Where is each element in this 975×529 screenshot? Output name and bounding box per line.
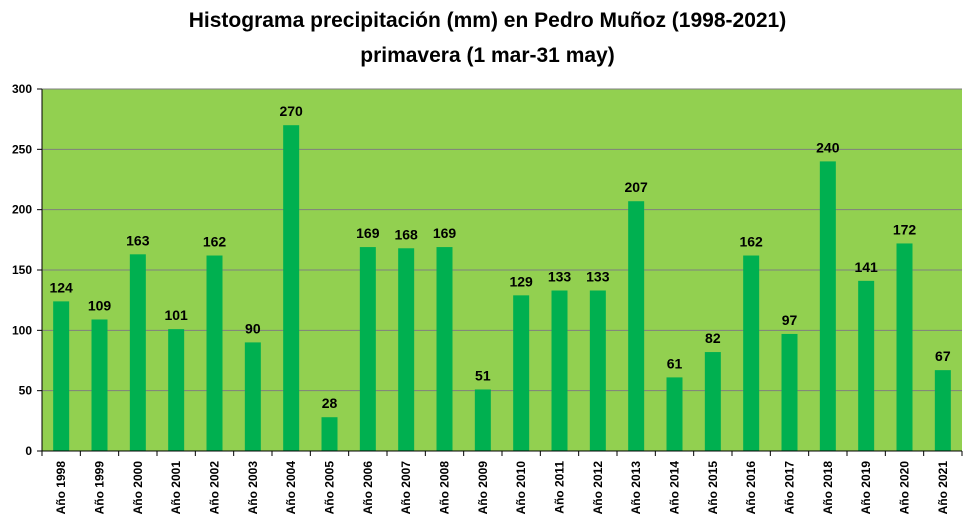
bar bbox=[934, 370, 951, 451]
data-label: 67 bbox=[935, 348, 951, 364]
bar bbox=[819, 161, 836, 451]
data-label: 133 bbox=[548, 269, 572, 285]
x-tick-label: Año 2007 bbox=[399, 461, 413, 515]
x-tick-label: Año 2019 bbox=[859, 461, 873, 515]
bar bbox=[53, 301, 70, 451]
data-label: 207 bbox=[624, 179, 648, 195]
data-label: 82 bbox=[705, 330, 721, 346]
bar bbox=[398, 248, 415, 451]
bar bbox=[474, 389, 491, 451]
x-tick-label: Año 2004 bbox=[284, 461, 298, 515]
y-tick-label: 200 bbox=[12, 203, 32, 217]
data-label: 141 bbox=[854, 259, 878, 275]
bar bbox=[91, 319, 108, 451]
x-tick-label: Año 1999 bbox=[93, 461, 107, 515]
x-tick-label: Año 2014 bbox=[668, 461, 682, 515]
x-tick-label: Año 1998 bbox=[54, 461, 68, 515]
bar bbox=[168, 329, 185, 451]
y-tick-label: 250 bbox=[12, 142, 32, 156]
data-label: 97 bbox=[782, 312, 798, 328]
x-tick-label: Año 2001 bbox=[169, 461, 183, 515]
bar bbox=[244, 342, 261, 451]
x-tick-label: Año 2006 bbox=[361, 461, 375, 515]
y-tick-label: 0 bbox=[25, 444, 32, 458]
chart-subtitle: primavera (1 mar-31 may) bbox=[360, 44, 615, 67]
bar bbox=[896, 243, 913, 451]
data-label: 133 bbox=[586, 269, 610, 285]
x-tick-label: Año 2002 bbox=[208, 461, 222, 515]
x-tick-label: Año 2016 bbox=[744, 461, 758, 515]
x-tick-label: Año 2000 bbox=[131, 461, 145, 515]
data-label: 109 bbox=[88, 297, 112, 313]
bar bbox=[666, 377, 683, 451]
bar bbox=[704, 352, 721, 451]
data-label: 162 bbox=[739, 234, 763, 250]
data-label: 169 bbox=[356, 225, 380, 241]
data-label: 163 bbox=[126, 232, 150, 248]
data-label: 270 bbox=[279, 103, 303, 119]
y-tick-label: 100 bbox=[12, 323, 32, 337]
data-label: 28 bbox=[322, 395, 338, 411]
bar bbox=[359, 247, 376, 451]
bar bbox=[743, 255, 760, 451]
x-tick-label: Año 2013 bbox=[629, 461, 643, 515]
bar bbox=[283, 125, 300, 451]
y-tick-label: 300 bbox=[12, 82, 32, 96]
bar bbox=[781, 333, 798, 451]
data-label: 172 bbox=[893, 221, 917, 237]
data-label: 51 bbox=[475, 367, 491, 383]
data-label: 124 bbox=[49, 279, 73, 295]
x-tick-label: Año 2015 bbox=[706, 461, 720, 515]
x-tick-label: Año 2020 bbox=[898, 461, 912, 515]
bar bbox=[551, 290, 568, 451]
x-tick-label: Año 2010 bbox=[514, 461, 528, 515]
data-label: 129 bbox=[509, 273, 533, 289]
y-tick-label: 50 bbox=[19, 384, 33, 398]
data-label: 101 bbox=[164, 307, 188, 323]
x-tick-label: Año 2017 bbox=[783, 461, 797, 515]
x-tick-label: Año 2018 bbox=[821, 461, 835, 515]
bar bbox=[858, 280, 875, 451]
chart-title: Histograma precipitación (mm) en Pedro M… bbox=[188, 9, 787, 32]
x-tick-label: Año 2021 bbox=[936, 461, 950, 515]
data-label: 169 bbox=[433, 225, 457, 241]
x-tick-label: Año 2009 bbox=[476, 461, 490, 515]
data-label: 90 bbox=[245, 320, 261, 336]
y-tick-label: 150 bbox=[12, 263, 32, 277]
data-label: 162 bbox=[203, 234, 227, 250]
x-tick-label: Año 2008 bbox=[438, 461, 452, 515]
x-tick-label: Año 2012 bbox=[591, 461, 605, 515]
x-tick-label: Año 2011 bbox=[553, 461, 567, 514]
bar bbox=[513, 295, 530, 451]
bar bbox=[628, 201, 645, 451]
bar bbox=[129, 254, 146, 451]
bar bbox=[321, 417, 338, 451]
x-tick-label: Año 2005 bbox=[323, 461, 337, 515]
bar bbox=[589, 290, 606, 451]
x-tick-label: Año 2003 bbox=[246, 461, 260, 515]
data-label: 240 bbox=[816, 139, 840, 155]
data-label: 168 bbox=[394, 226, 418, 242]
data-label: 61 bbox=[667, 355, 683, 371]
bar bbox=[436, 247, 453, 451]
bar bbox=[206, 255, 223, 451]
